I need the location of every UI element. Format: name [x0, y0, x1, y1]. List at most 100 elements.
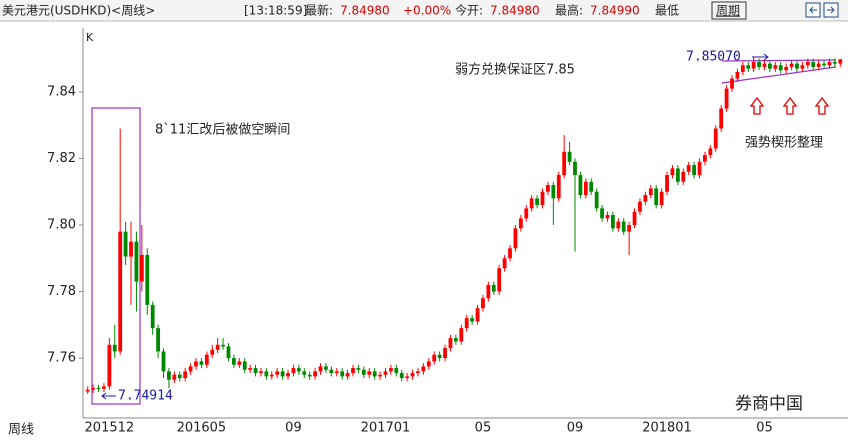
watermark: 券商中国 — [735, 394, 803, 414]
candle-body — [475, 308, 480, 322]
candle-body — [508, 248, 512, 259]
candle-body — [334, 371, 339, 374]
candle-body — [518, 218, 523, 229]
candle-body — [161, 351, 166, 372]
x-tick-label: 201605 — [177, 421, 227, 436]
candle-body — [562, 151, 567, 176]
candle-body — [632, 211, 637, 225]
candle-body — [643, 195, 648, 202]
next-icon — [827, 6, 835, 14]
x-tick-label: 05 — [756, 421, 773, 436]
candle-body — [204, 354, 209, 365]
candle-body — [389, 368, 393, 372]
candle-body — [600, 208, 604, 219]
candle-body — [686, 165, 691, 172]
header-low-label: 最低 — [655, 4, 679, 18]
candle-body — [816, 63, 821, 67]
candle-body — [443, 348, 447, 359]
candle-body — [459, 328, 464, 342]
candle-body — [286, 373, 290, 377]
candle-body — [481, 298, 485, 309]
candle-body — [546, 185, 550, 192]
candle-body — [800, 65, 805, 69]
candle-body — [118, 231, 123, 352]
header-title: 美元港元(USDHKD)<周线> — [2, 4, 155, 18]
up-arrow — [814, 96, 830, 115]
candle-body — [610, 215, 615, 229]
wedge-line — [721, 59, 837, 62]
header-last: 7.84980 — [340, 4, 390, 18]
candle-body — [167, 371, 171, 380]
candle-body — [91, 388, 96, 390]
candle-body — [183, 371, 188, 379]
candle-body — [177, 374, 182, 379]
max-label: 7.85070 — [686, 50, 741, 65]
candle-body — [773, 65, 778, 69]
axis-tag: K — [86, 31, 94, 44]
up-arrow — [782, 96, 798, 115]
candle-body — [269, 374, 274, 377]
candle-body — [594, 191, 599, 209]
candle-body — [497, 268, 502, 292]
candle-body — [156, 328, 160, 352]
candle-body — [583, 181, 588, 196]
candle-body — [85, 389, 90, 392]
candle-body — [453, 338, 458, 342]
candle-body — [540, 191, 545, 206]
candle-body — [242, 361, 247, 370]
candle-body — [784, 66, 789, 71]
candle-body — [762, 63, 767, 67]
candle-body — [237, 361, 242, 365]
candle-body — [627, 225, 632, 232]
period-button[interactable] — [711, 1, 747, 20]
candle-body — [372, 371, 377, 377]
candle-body — [491, 284, 496, 292]
candle-body — [724, 88, 729, 109]
candle-body — [811, 61, 816, 67]
candle-body — [827, 61, 832, 66]
candle-body — [578, 175, 583, 196]
candle-body — [280, 371, 285, 377]
candle-body — [426, 361, 431, 367]
candle-body — [307, 374, 312, 377]
candle-body — [112, 344, 117, 352]
candle-body — [231, 358, 236, 365]
candle-body — [832, 61, 837, 64]
candle-body — [361, 369, 366, 375]
candle-body — [416, 371, 420, 374]
candle-body — [789, 63, 794, 67]
candle-body — [697, 161, 702, 176]
candle-body — [259, 371, 263, 374]
candle-body — [713, 128, 718, 149]
candle-body — [318, 366, 323, 372]
candle-body — [210, 349, 215, 355]
candle-body — [275, 371, 280, 375]
candle-body — [621, 221, 626, 232]
candle-body — [313, 371, 318, 377]
x-tick-label: 201801 — [642, 421, 692, 436]
period-tag: 周线 — [8, 423, 34, 438]
header-open: 7.84980 — [490, 4, 540, 18]
y-tick-label: 7.82 — [47, 151, 76, 166]
candle-body — [556, 175, 561, 199]
header-time: [13:18:59] — [244, 4, 307, 18]
candle-body — [253, 368, 258, 374]
candle-body — [822, 63, 826, 66]
candle-body — [296, 368, 301, 372]
candle-body — [378, 374, 382, 377]
candle-body — [524, 208, 529, 219]
candle-body — [470, 318, 475, 322]
candle-body — [616, 221, 621, 229]
candle-body — [264, 371, 269, 377]
candle-body — [795, 63, 799, 69]
x-tick-label: 201512 — [85, 421, 135, 436]
annotation: 强势楔形整理 — [745, 135, 823, 151]
candle-body — [675, 168, 680, 182]
candle-body — [199, 361, 204, 365]
candle-body — [102, 386, 106, 389]
x-tick-label: 09 — [567, 421, 584, 436]
candle-body — [134, 241, 139, 282]
candle-body — [248, 368, 253, 370]
period-button-label[interactable]: 周期 — [716, 4, 740, 18]
candle-body — [486, 284, 491, 299]
